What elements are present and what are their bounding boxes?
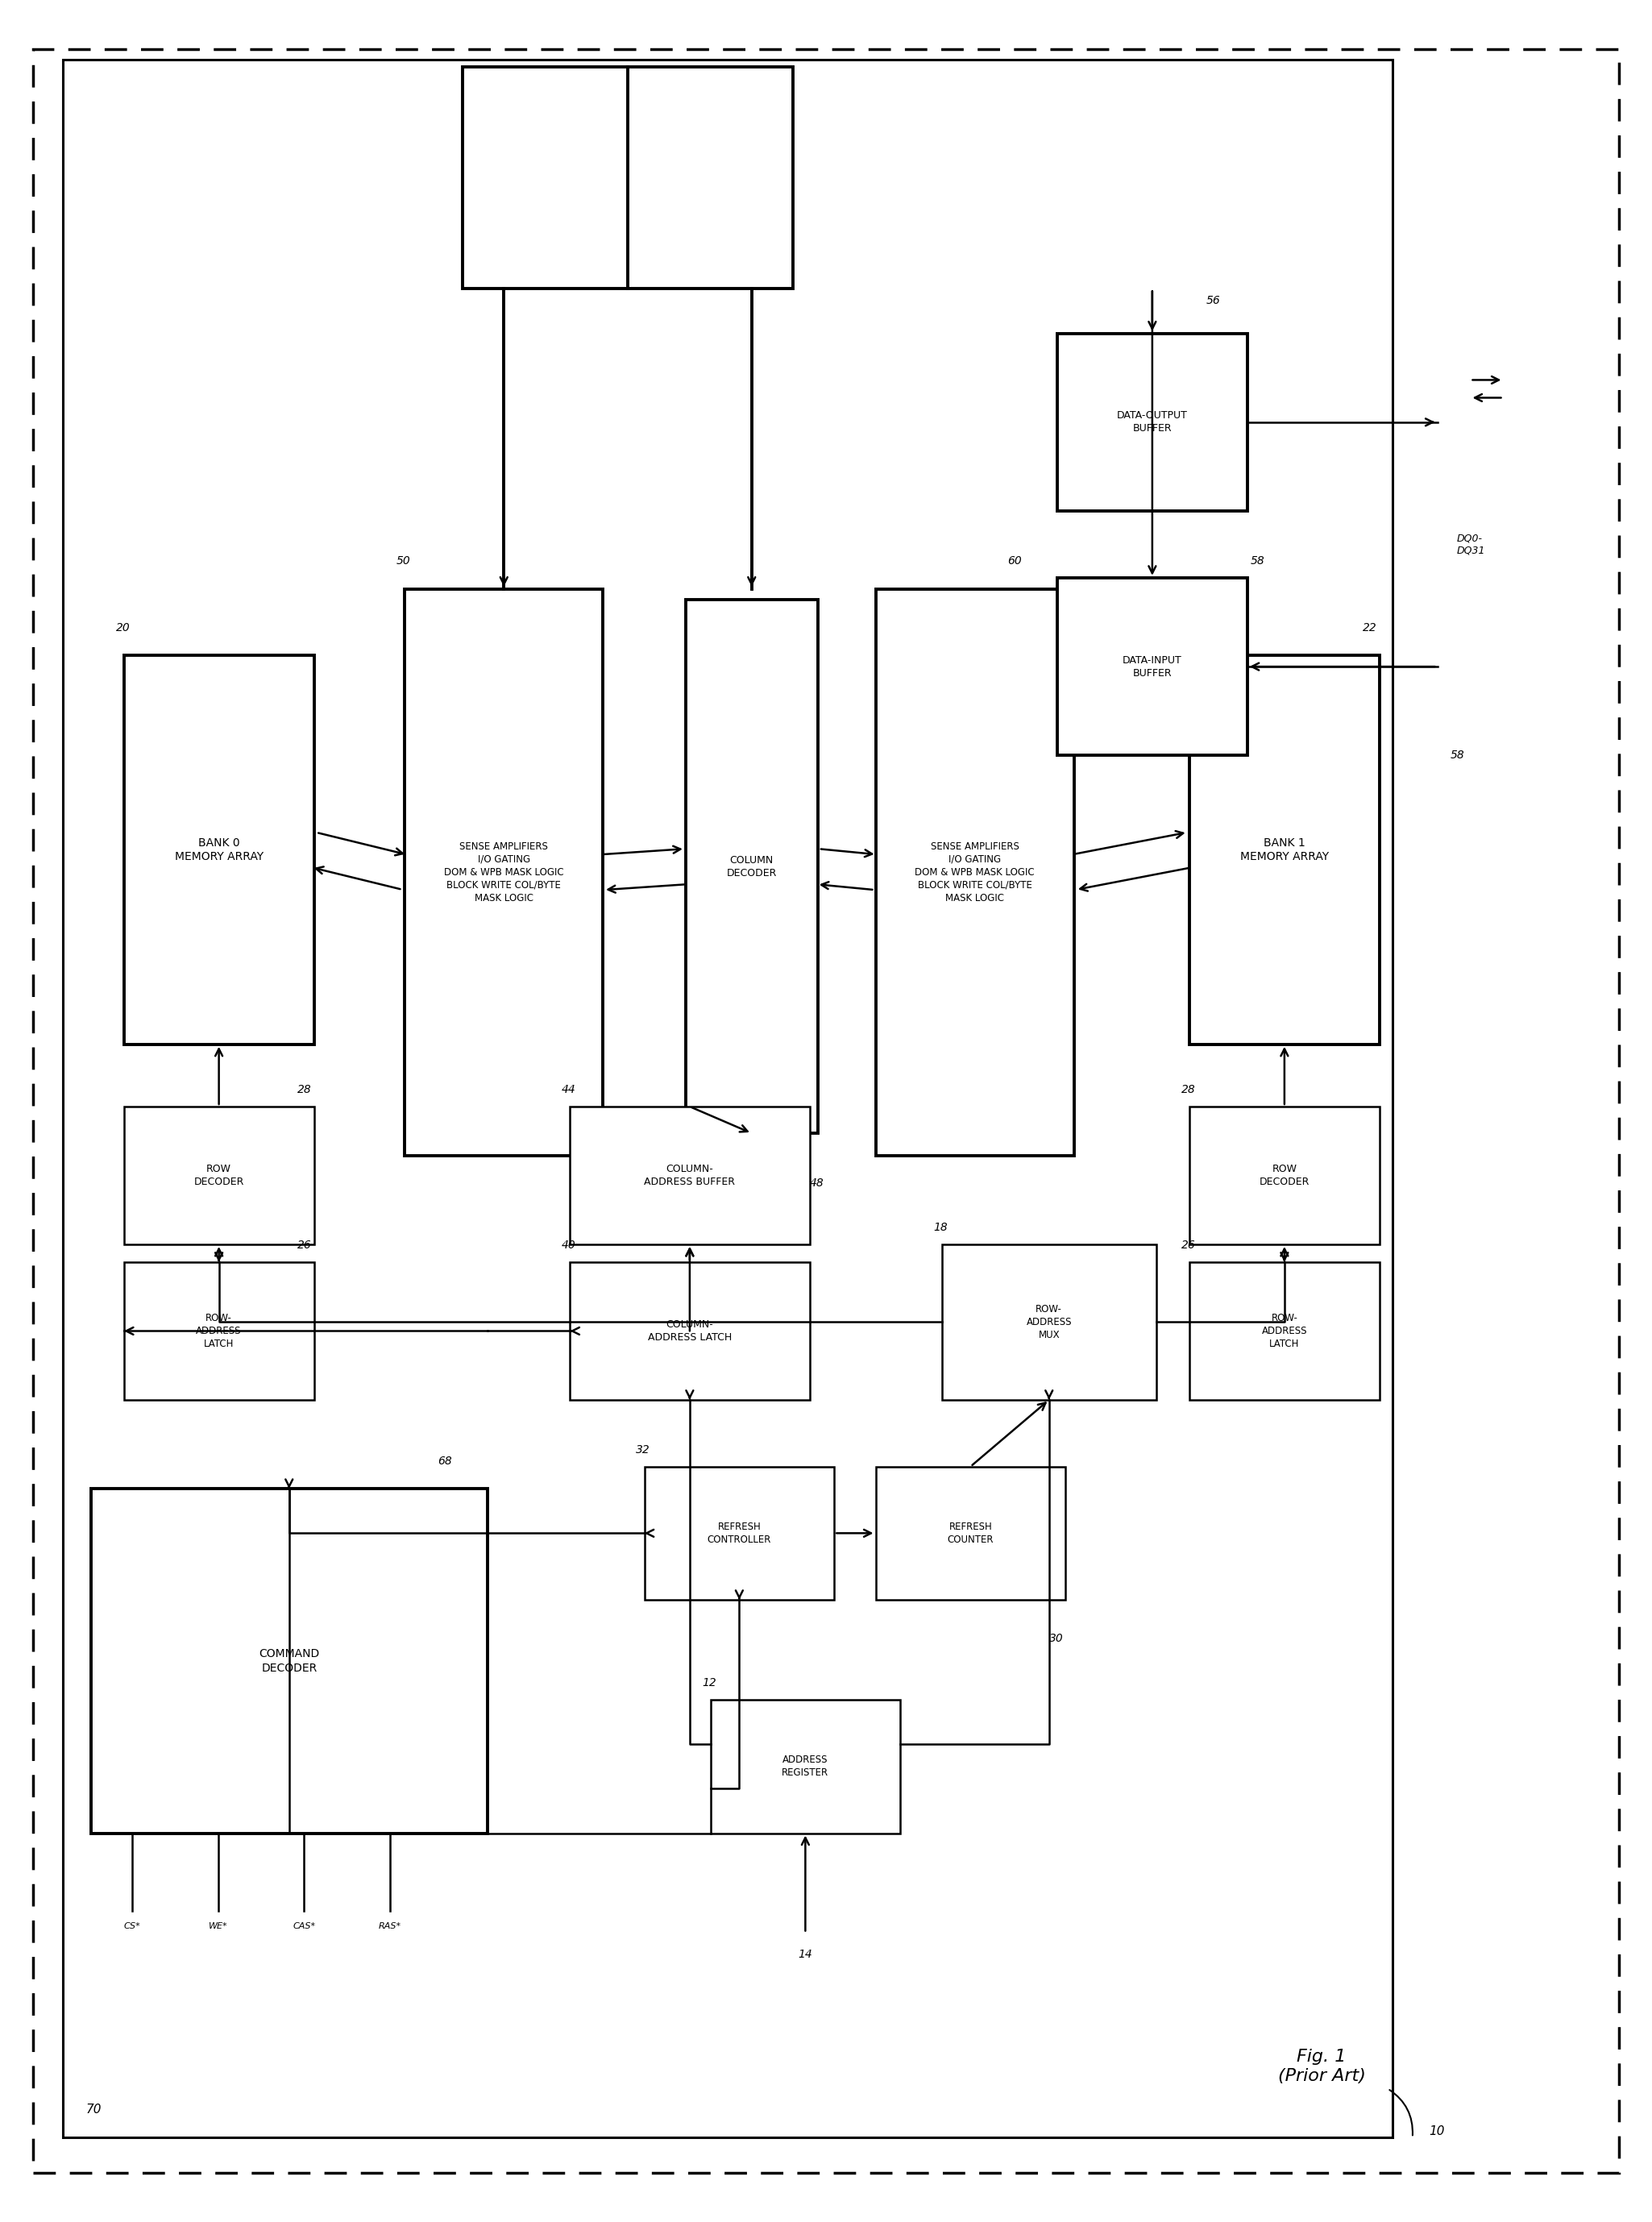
Bar (686, 600, 818, 1133)
Text: 10: 10 (1429, 2126, 1446, 2138)
Text: 28: 28 (1181, 1084, 1196, 1095)
Bar (63, 60, 1393, 2138)
Bar (463, 67, 793, 289)
Text: 58: 58 (1450, 749, 1465, 762)
Text: BANK 0
MEMORY ARRAY: BANK 0 MEMORY ARRAY (175, 838, 263, 862)
Text: 32: 32 (636, 1444, 651, 1455)
Bar (942, 1244, 1156, 1400)
Text: BANK 1
MEMORY ARRAY: BANK 1 MEMORY ARRAY (1241, 838, 1328, 862)
Bar (405, 589, 603, 1155)
Text: COLUMN-
ADDRESS LATCH: COLUMN- ADDRESS LATCH (648, 1320, 732, 1342)
Bar (1057, 578, 1247, 755)
Text: REFRESH
COUNTER: REFRESH COUNTER (947, 1522, 995, 1544)
Bar (1189, 655, 1379, 1044)
Text: WE*: WE* (208, 1922, 228, 1931)
Text: RAS*: RAS* (378, 1922, 401, 1931)
Text: ROW
DECODER: ROW DECODER (193, 1164, 244, 1187)
Text: 60: 60 (1008, 556, 1023, 567)
Text: CAS*: CAS* (292, 1922, 316, 1931)
Text: 22: 22 (1363, 622, 1378, 633)
Text: 20: 20 (116, 622, 131, 633)
Text: 70: 70 (86, 2104, 102, 2115)
Text: 12: 12 (702, 1678, 717, 1689)
Text: DQ0-
DQ31: DQ0- DQ31 (1457, 533, 1485, 556)
Bar (570, 1107, 809, 1244)
Text: 28: 28 (297, 1084, 312, 1095)
Text: 26: 26 (1181, 1240, 1196, 1251)
Text: 50: 50 (396, 556, 411, 567)
Bar (1189, 1262, 1379, 1400)
Text: 68: 68 (438, 1455, 453, 1467)
Bar (124, 1262, 314, 1400)
Text: CS*: CS* (124, 1922, 140, 1931)
Text: ROW-
ADDRESS
LATCH: ROW- ADDRESS LATCH (197, 1313, 241, 1349)
Bar (710, 1700, 900, 1833)
Bar (876, 589, 1074, 1155)
Bar (644, 1467, 834, 1600)
Text: 30: 30 (1049, 1633, 1064, 1644)
Text: COLUMN-
ADDRESS BUFFER: COLUMN- ADDRESS BUFFER (644, 1164, 735, 1187)
Bar (1057, 333, 1247, 511)
Text: 26: 26 (297, 1240, 312, 1251)
Text: 48: 48 (809, 1178, 824, 1189)
Bar (124, 1107, 314, 1244)
Text: 14: 14 (798, 1949, 813, 1960)
Text: 44: 44 (562, 1084, 577, 1095)
Text: 58: 58 (1251, 556, 1265, 567)
Bar (1189, 1107, 1379, 1244)
Text: 40: 40 (562, 1240, 577, 1251)
Bar (570, 1262, 809, 1400)
Text: ROW
DECODER: ROW DECODER (1259, 1164, 1310, 1187)
Bar (124, 655, 314, 1044)
Text: ROW-
ADDRESS
MUX: ROW- ADDRESS MUX (1026, 1304, 1072, 1340)
Text: REFRESH
CONTROLLER: REFRESH CONTROLLER (707, 1522, 771, 1544)
Text: 56: 56 (1206, 296, 1221, 307)
Text: SENSE AMPLIFIERS
I/O GATING
DOM & WPB MASK LOGIC
BLOCK WRITE COL/BYTE
MASK LOGIC: SENSE AMPLIFIERS I/O GATING DOM & WPB MA… (444, 842, 563, 902)
Text: SENSE AMPLIFIERS
I/O GATING
DOM & WPB MASK LOGIC
BLOCK WRITE COL/BYTE
MASK LOGIC: SENSE AMPLIFIERS I/O GATING DOM & WPB MA… (915, 842, 1034, 902)
Text: Fig. 1
(Prior Art): Fig. 1 (Prior Art) (1277, 2049, 1366, 2084)
Bar (876, 1467, 1066, 1600)
Text: ADDRESS
REGISTER: ADDRESS REGISTER (781, 1755, 829, 1778)
Text: 18: 18 (933, 1222, 948, 1233)
Text: DATA-OUTPUT
BUFFER: DATA-OUTPUT BUFFER (1117, 411, 1188, 433)
Text: ROW-
ADDRESS
LATCH: ROW- ADDRESS LATCH (1262, 1313, 1307, 1349)
Text: COLUMN
DECODER: COLUMN DECODER (727, 855, 776, 878)
Text: COMMAND
DECODER: COMMAND DECODER (259, 1649, 319, 1673)
Bar (91, 1489, 487, 1833)
Text: DATA-INPUT
BUFFER: DATA-INPUT BUFFER (1123, 655, 1181, 678)
